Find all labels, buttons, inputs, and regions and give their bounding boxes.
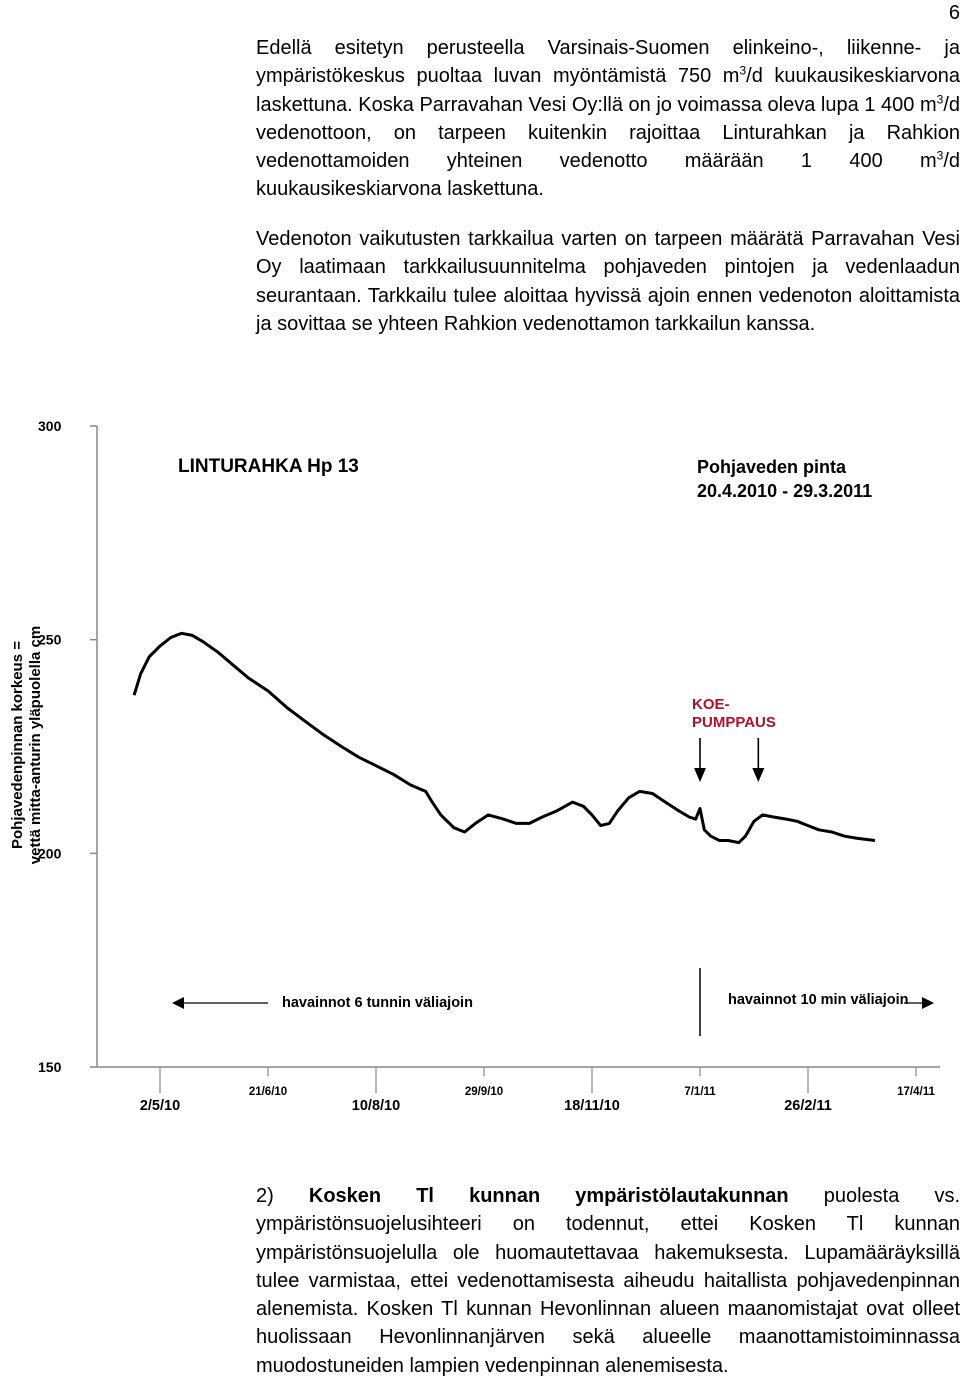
- left-interval-note: havainnot 6 tunnin väliajoin: [282, 995, 473, 1011]
- paragraph-decision-part-b: /d kuukausikeskiarvona laskettuna. Koska…: [256, 65, 960, 116]
- superscript-3: 3: [739, 63, 747, 78]
- paragraph-kosken-bold: Kosken Tl kunnan ympäristölautakunnan: [308, 1185, 789, 1207]
- y-axis-label-line2: vettä mitta-anturin yläpuolella cm: [27, 626, 44, 864]
- chart-title: LINTURAHKA Hp 13: [178, 456, 359, 477]
- chart-subtitle-line2: 20.4.2010 - 29.3.2011: [697, 481, 872, 501]
- x-tick-label: 18/11/10: [564, 1098, 620, 1114]
- paragraph-kosken-prefix: 2): [256, 1185, 309, 1207]
- left-interval-arrowhead: [172, 997, 184, 1009]
- paragraph-monitoring: Vedenoton vaikutusten tarkkailua varten …: [256, 228, 960, 335]
- superscript-3: 3: [936, 148, 944, 163]
- paragraph-decision-part-d: /d kuukausikeskiarvona laskettuna.: [256, 150, 960, 201]
- x-tick-label: 26/2/11: [784, 1098, 832, 1114]
- x-tick-label: 10/8/10: [352, 1098, 400, 1114]
- groundwater-level-chart: 150 200 250 300 2/5/10 10/8/10 18/11/10 26/2/1…: [9, 418, 940, 1114]
- y-tick-label: 250: [38, 632, 62, 648]
- x-tick-label-minor: 7/1/11: [684, 1086, 716, 1098]
- y-ticks: 150 200 250 300: [38, 418, 97, 1075]
- right-interval-arrowhead: [922, 997, 934, 1009]
- x-ticks: 2/5/10 10/8/10 18/11/10 26/2/11 21/6/10 29/9/…: [140, 1067, 935, 1114]
- right-interval-note: havainnot 10 min väliajoin: [728, 992, 909, 1008]
- y-axis-label-group: Pohjavedenpinnan korkeus = vettä mitta-a…: [9, 626, 44, 864]
- x-tick-label: 2/5/10: [140, 1098, 180, 1114]
- page-number: 6: [948, 2, 960, 24]
- paragraph-decision-part-a: Edellä esitetyn perusteella Varsinais-Su…: [256, 37, 960, 88]
- chart-subtitle-line1: Pohjaveden pinta: [697, 457, 847, 477]
- pump-arrow-head: [752, 768, 765, 782]
- koe-pumppaus-label-line2: PUMPPAUS: [692, 714, 776, 731]
- x-tick-label-minor: 29/9/10: [465, 1086, 503, 1098]
- paragraph-kosken-rest: puolesta vs. ympäristönsuojelusihteeri o…: [256, 1185, 960, 1377]
- x-tick-label-minor: 21/6/10: [249, 1086, 287, 1098]
- pump-arrows: [694, 738, 765, 782]
- y-tick-label: 200: [38, 845, 62, 861]
- groundwater-level-line: [132, 631, 876, 845]
- paragraph-decision-part-c: /d vedenottoon, on tarpeen kuitenkin raj…: [256, 93, 960, 173]
- paragraph-kosken-tl: 2) Kosken Tl kunnan ympäristölautakunnan…: [256, 1182, 960, 1380]
- koe-pumppaus-label-line1: KOE-: [692, 696, 730, 713]
- y-tick-label: 150: [38, 1059, 62, 1075]
- y-axis-label-line1: Pohjavedenpinnan korkeus =: [9, 641, 26, 849]
- superscript-3: 3: [936, 91, 944, 106]
- x-tick-label-minor: 17/4/11: [897, 1086, 935, 1098]
- paragraph-decision: Edellä esitetyn perusteella Varsinais-Su…: [256, 34, 960, 204]
- pump-arrow-head: [694, 768, 706, 782]
- y-tick-label: 300: [38, 418, 62, 434]
